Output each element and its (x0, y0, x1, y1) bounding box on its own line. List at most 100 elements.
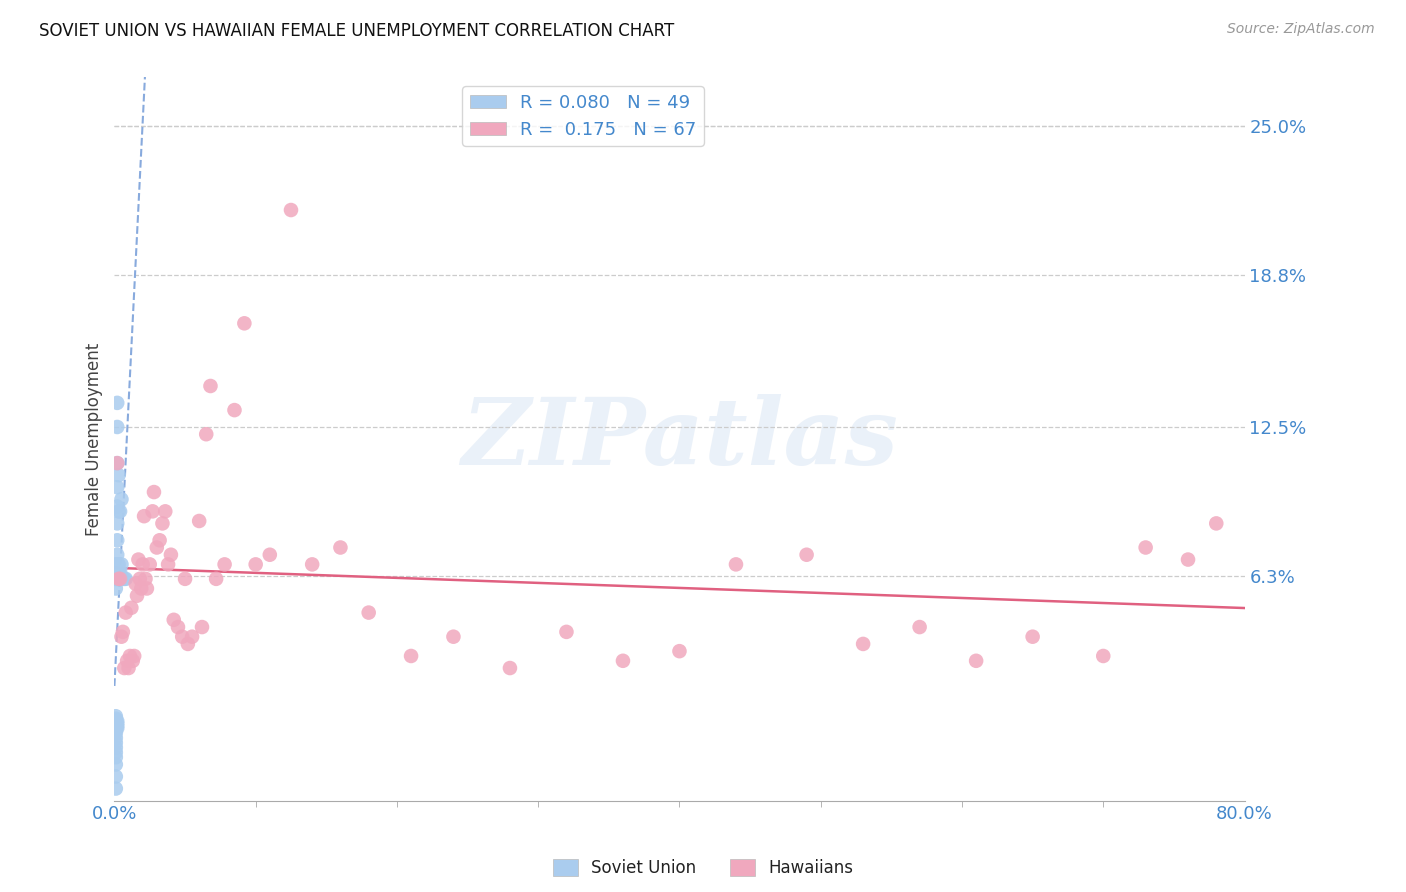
Point (108, 572, 131, 586)
Point (104, 582, 127, 596)
Point (1021, 630, 1043, 644)
Point (181, 630, 204, 644)
Point (105, 480, 128, 494)
Point (112, 661, 135, 675)
Point (105, 719, 128, 733)
Point (142, 504, 165, 518)
Point (104, 572, 127, 586)
Point (104, 709, 127, 723)
Point (612, 654, 634, 668)
Y-axis label: Female Unemployment: Female Unemployment (86, 343, 103, 536)
Point (104, 740, 127, 755)
Point (724, 558, 747, 572)
Point (177, 637, 200, 651)
Point (105, 396, 128, 410)
Point (796, 548, 818, 562)
Point (117, 661, 139, 675)
Point (105, 558, 128, 572)
Point (668, 644, 690, 658)
Point (200, 379, 222, 393)
Point (104, 716, 127, 731)
Point (167, 620, 190, 634)
Point (104, 721, 127, 735)
Point (1205, 516, 1227, 531)
Point (107, 572, 129, 586)
Legend: Soviet Union, Hawaiians: Soviet Union, Hawaiians (547, 852, 859, 884)
Point (135, 582, 157, 596)
Point (128, 572, 150, 586)
Point (163, 613, 186, 627)
Point (129, 582, 152, 596)
Point (105, 716, 128, 731)
Point (104, 712, 127, 726)
Point (134, 572, 156, 586)
Point (174, 572, 197, 586)
Point (105, 500, 128, 514)
Point (155, 504, 177, 518)
Point (107, 558, 129, 572)
Point (105, 456, 128, 470)
Point (104, 750, 127, 764)
Point (104, 736, 127, 750)
Point (104, 731, 127, 745)
Point (110, 572, 132, 586)
Point (224, 403, 246, 417)
Point (110, 492, 132, 507)
Point (108, 504, 131, 518)
Point (157, 558, 180, 572)
Point (965, 654, 987, 668)
Point (124, 576, 146, 591)
Point (172, 630, 194, 644)
Point (443, 630, 465, 644)
Point (143, 485, 166, 500)
Point (146, 541, 169, 555)
Point (114, 572, 136, 586)
Point (104, 770, 127, 784)
Point (104, 757, 127, 772)
Point (152, 516, 174, 531)
Point (105, 516, 128, 531)
Point (107, 468, 129, 483)
Point (205, 572, 228, 586)
Point (105, 420, 128, 434)
Point (104, 781, 127, 796)
Point (107, 565, 129, 579)
Point (105, 456, 128, 470)
Point (115, 654, 138, 668)
Point (104, 721, 127, 735)
Point (108, 565, 131, 579)
Point (112, 572, 135, 586)
Point (104, 558, 127, 572)
Point (105, 714, 128, 728)
Point (138, 558, 160, 572)
Point (555, 624, 578, 639)
Point (107, 504, 129, 518)
Point (121, 654, 143, 668)
Point (108, 572, 131, 586)
Point (105, 572, 128, 586)
Point (399, 648, 422, 663)
Point (188, 514, 211, 528)
Point (259, 548, 281, 562)
Text: Source: ZipAtlas.com: Source: ZipAtlas.com (1227, 22, 1375, 37)
Point (110, 558, 132, 572)
Point (110, 630, 132, 644)
Point (214, 558, 236, 572)
Point (105, 533, 128, 548)
Point (357, 606, 380, 620)
Point (908, 620, 931, 634)
Text: ZIPatlas: ZIPatlas (461, 394, 898, 484)
Legend: R = 0.080   N = 49, R =  0.175   N = 67: R = 0.080 N = 49, R = 0.175 N = 67 (463, 87, 704, 146)
Point (105, 548, 128, 562)
Point (104, 719, 127, 733)
Point (111, 624, 134, 639)
Text: SOVIET UNION VS HAWAIIAN FEMALE UNEMPLOYMENT CORRELATION CHART: SOVIET UNION VS HAWAIIAN FEMALE UNEMPLOY… (39, 22, 675, 40)
Point (280, 202, 302, 217)
Point (191, 620, 214, 634)
Point (1177, 552, 1199, 566)
Point (105, 565, 128, 579)
Point (105, 721, 128, 735)
Point (1092, 648, 1115, 663)
Point (127, 552, 149, 566)
Point (131, 558, 153, 572)
